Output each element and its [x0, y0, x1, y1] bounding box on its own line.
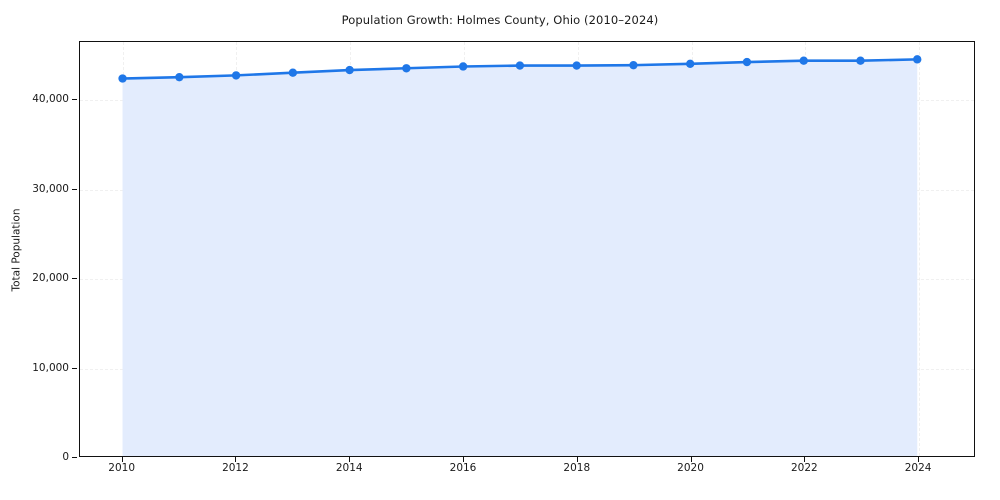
chart-title: Population Growth: Holmes County, Ohio (… [341, 13, 659, 27]
data-point-2016[interactable] [458, 62, 468, 71]
y-tick-mark-2 [72, 278, 77, 280]
data-point-2011[interactable] [175, 72, 184, 82]
series-area-fill [122, 59, 918, 456]
y-tick-label-0: 0 [62, 451, 69, 463]
data-point-2013[interactable] [288, 68, 298, 77]
x-tick-mark-3 [463, 457, 464, 462]
y-tick-mark-4 [72, 99, 77, 101]
data-point-2020[interactable] [685, 59, 695, 68]
x-tick-mark-1 [235, 457, 237, 462]
x-tick-label-0: 2010 [108, 462, 136, 474]
x-tick-mark-6 [804, 457, 806, 462]
y-axis-tick-marks [0, 41, 79, 458]
x-tick-mark-4 [576, 457, 578, 462]
x-tick-label-7: 2024 [904, 462, 932, 474]
x-tick-mark-5 [690, 457, 692, 462]
x-tick-label-2: 2014 [335, 462, 363, 474]
x-tick-mark-7 [918, 457, 920, 462]
y-tick-label-1: 10,000 [32, 361, 69, 374]
data-point-2021[interactable] [742, 57, 752, 67]
data-point-2015[interactable] [402, 64, 411, 73]
x-tick-label-3: 2016 [449, 462, 477, 474]
data-point-2018[interactable] [572, 61, 581, 70]
plot-area [79, 41, 975, 457]
series-line-chart [118, 55, 922, 456]
x-tick-label-4: 2018 [563, 462, 591, 474]
data-point-2012[interactable] [231, 71, 241, 80]
x-tick-label-1: 2012 [222, 462, 249, 474]
data-point-2019[interactable] [629, 60, 638, 70]
data-point-2023[interactable] [856, 56, 865, 65]
data-point-2010[interactable] [118, 74, 127, 83]
x-tick-label-5: 2020 [677, 462, 704, 474]
x-tick-label-6: 2022 [790, 462, 818, 474]
y-tick-mark-1 [72, 367, 77, 369]
y-tick-mark-0 [72, 457, 77, 458]
data-point-2024[interactable] [913, 55, 922, 64]
x-tick-mark-2 [349, 457, 351, 462]
y-tick-label-4: 40,000 [32, 93, 69, 106]
x-axis-tick-labels: 2010 2012 2014 2016 2018 2020 2022 2024 [79, 462, 975, 482]
x-axis-tick-marks [79, 457, 975, 463]
data-point-2017[interactable] [515, 61, 525, 70]
x-tick-mark-0 [121, 457, 123, 462]
y-tick-label-3: 30,000 [32, 182, 69, 195]
y-axis-tick-labels: 0 10,000 20,000 30,000 40,000 [0, 41, 69, 463]
y-tick-mark-3 [72, 188, 77, 190]
y-tick-label-2: 20,000 [32, 272, 69, 285]
data-point-2022[interactable] [799, 56, 808, 65]
data-point-2014[interactable] [345, 65, 354, 75]
gridline-vertical-7 [919, 42, 921, 456]
